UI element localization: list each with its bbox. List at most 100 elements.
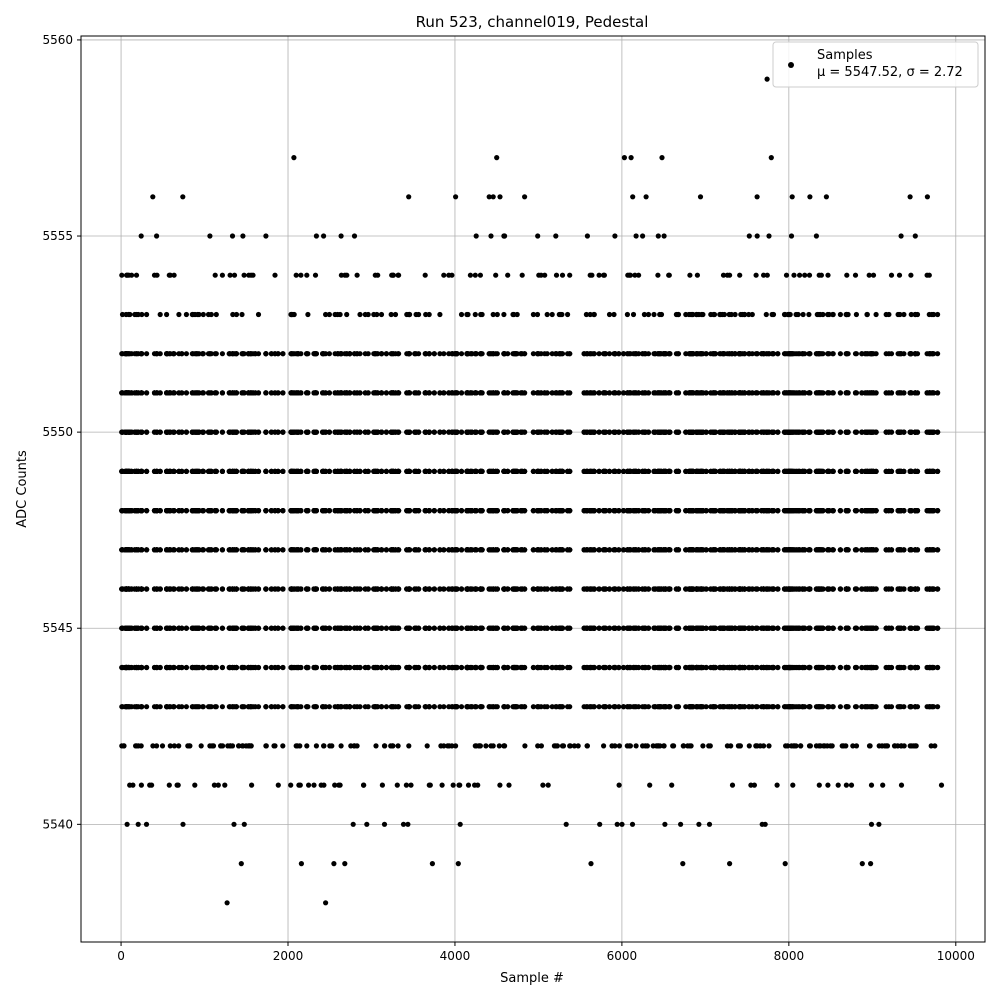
data-point: [357, 665, 362, 670]
data-point: [522, 704, 527, 709]
data-point: [432, 626, 437, 631]
data-point: [320, 665, 325, 670]
data-point: [619, 822, 624, 827]
data-point: [473, 586, 478, 591]
data-point: [329, 743, 334, 748]
data-point: [171, 586, 176, 591]
data-point: [576, 743, 581, 748]
data-point: [935, 586, 940, 591]
data-point: [733, 665, 738, 670]
data-point: [240, 743, 245, 748]
data-point: [263, 743, 268, 748]
data-point: [352, 704, 357, 709]
data-point: [373, 665, 378, 670]
data-point: [321, 743, 326, 748]
data-point: [459, 586, 464, 591]
data-point: [676, 665, 681, 670]
data-point: [441, 665, 446, 670]
data-point: [432, 665, 437, 670]
data-point: [659, 626, 664, 631]
data-point: [849, 783, 854, 788]
data-point: [694, 626, 699, 631]
data-point: [678, 822, 683, 827]
data-point: [311, 626, 316, 631]
data-point: [176, 626, 181, 631]
data-point: [464, 586, 469, 591]
data-point: [775, 783, 780, 788]
data-point: [132, 586, 137, 591]
data-point: [510, 586, 515, 591]
data-point: [154, 704, 159, 709]
data-point: [133, 743, 138, 748]
data-point: [314, 704, 319, 709]
data-point: [206, 626, 211, 631]
data-point: [765, 586, 770, 591]
data-point: [755, 704, 760, 709]
data-point: [248, 704, 253, 709]
data-point: [427, 783, 432, 788]
data-point: [690, 665, 695, 670]
data-point: [196, 586, 201, 591]
data-point: [880, 783, 885, 788]
data-point: [625, 665, 630, 670]
data-point: [889, 704, 894, 709]
data-point: [746, 586, 751, 591]
data-point: [651, 586, 656, 591]
data-point: [687, 743, 692, 748]
data-point: [616, 626, 621, 631]
data-point: [232, 626, 237, 631]
data-point: [522, 743, 527, 748]
data-point: [406, 743, 411, 748]
data-point: [119, 704, 124, 709]
data-point: [567, 704, 572, 709]
data-point: [220, 665, 225, 670]
data-point: [304, 743, 309, 748]
data-point: [854, 586, 859, 591]
data-point: [305, 626, 310, 631]
data-point: [347, 704, 352, 709]
data-point: [464, 626, 469, 631]
data-point: [406, 665, 411, 670]
data-point: [821, 743, 826, 748]
data-point: [844, 586, 849, 591]
data-point: [167, 783, 172, 788]
data-point: [288, 783, 293, 788]
data-point: [836, 783, 841, 788]
data-point: [806, 586, 811, 591]
data-point: [686, 626, 691, 631]
data-point: [771, 626, 776, 631]
data-point: [432, 586, 437, 591]
data-point: [164, 626, 169, 631]
data-point: [662, 743, 667, 748]
data-point: [892, 743, 897, 748]
data-point: [144, 822, 149, 827]
data-point: [603, 704, 608, 709]
data-point: [239, 665, 244, 670]
data-point: [139, 586, 144, 591]
data-point: [658, 704, 663, 709]
data-point: [884, 586, 889, 591]
data-point: [817, 783, 822, 788]
data-point: [717, 665, 722, 670]
data-point: [939, 783, 944, 788]
data-point: [256, 626, 261, 631]
data-point: [171, 626, 176, 631]
data-point: [645, 743, 650, 748]
data-point: [227, 665, 232, 670]
data-point: [263, 704, 268, 709]
data-point: [800, 665, 805, 670]
data-point: [748, 783, 753, 788]
data-point: [144, 586, 149, 591]
data-point: [214, 586, 219, 591]
data-point: [506, 783, 511, 788]
data-point: [380, 783, 385, 788]
data-point: [139, 743, 144, 748]
data-point: [564, 822, 569, 827]
data-point: [742, 665, 747, 670]
data-point: [136, 665, 141, 670]
data-point: [908, 665, 913, 670]
data-point: [518, 665, 523, 670]
data-point: [640, 704, 645, 709]
data-point: [214, 626, 219, 631]
data-point: [246, 626, 251, 631]
